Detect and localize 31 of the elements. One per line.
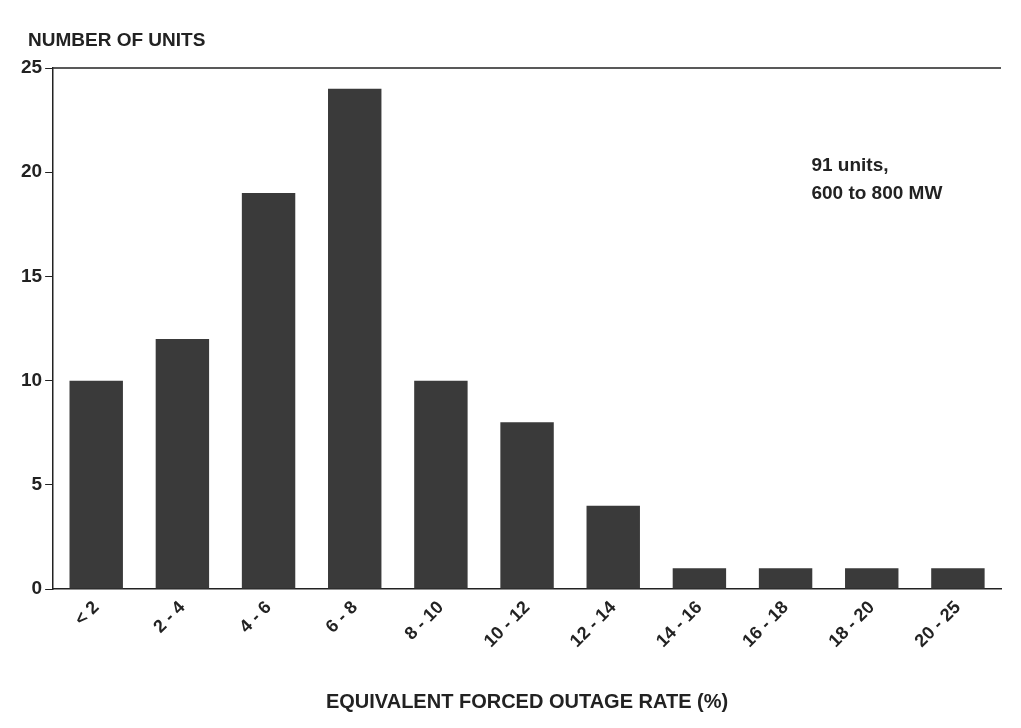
bar bbox=[328, 88, 382, 589]
x-tick-label: 2 - 4 bbox=[149, 596, 189, 637]
bar bbox=[931, 568, 985, 589]
x-axis-title: EQUIVALENT FORCED OUTAGE RATE (%) bbox=[325, 689, 729, 712]
bar bbox=[758, 568, 813, 589]
x-tick-label: 20 - 25 bbox=[910, 596, 965, 651]
y-tick-label: 0 bbox=[31, 577, 43, 599]
bar bbox=[500, 422, 554, 589]
bar bbox=[155, 338, 210, 589]
y-axis-title: NUMBER OF UNITS bbox=[28, 28, 206, 50]
y-tick-label: 20 bbox=[20, 160, 43, 182]
x-tick-label: 14 - 16 bbox=[651, 596, 706, 651]
x-tick-label: 6 - 8 bbox=[321, 596, 362, 637]
x-tick-label: 8 - 10 bbox=[400, 596, 448, 644]
annotation: 91 units, 600 to 800 MW bbox=[811, 154, 943, 204]
bar bbox=[241, 193, 296, 589]
x-tick-label: 10 - 12 bbox=[479, 596, 534, 651]
bar bbox=[69, 380, 123, 589]
y-tick-label: 5 bbox=[31, 473, 43, 495]
x-tick-label: 12 - 14 bbox=[565, 596, 620, 651]
y-tick-label: 25 bbox=[20, 56, 43, 78]
x-tick-label: 4 - 6 bbox=[235, 596, 275, 637]
bar bbox=[414, 380, 468, 589]
bar bbox=[845, 568, 899, 589]
x-tick-label: 18 - 20 bbox=[824, 596, 879, 651]
x-tick-label: 16 - 18 bbox=[738, 596, 792, 651]
x-tick-label: < 2 bbox=[70, 596, 103, 630]
y-tick-label: 10 bbox=[20, 368, 43, 390]
bar bbox=[672, 568, 727, 589]
y-tick-label: 15 bbox=[20, 264, 43, 286]
bar bbox=[586, 505, 640, 589]
